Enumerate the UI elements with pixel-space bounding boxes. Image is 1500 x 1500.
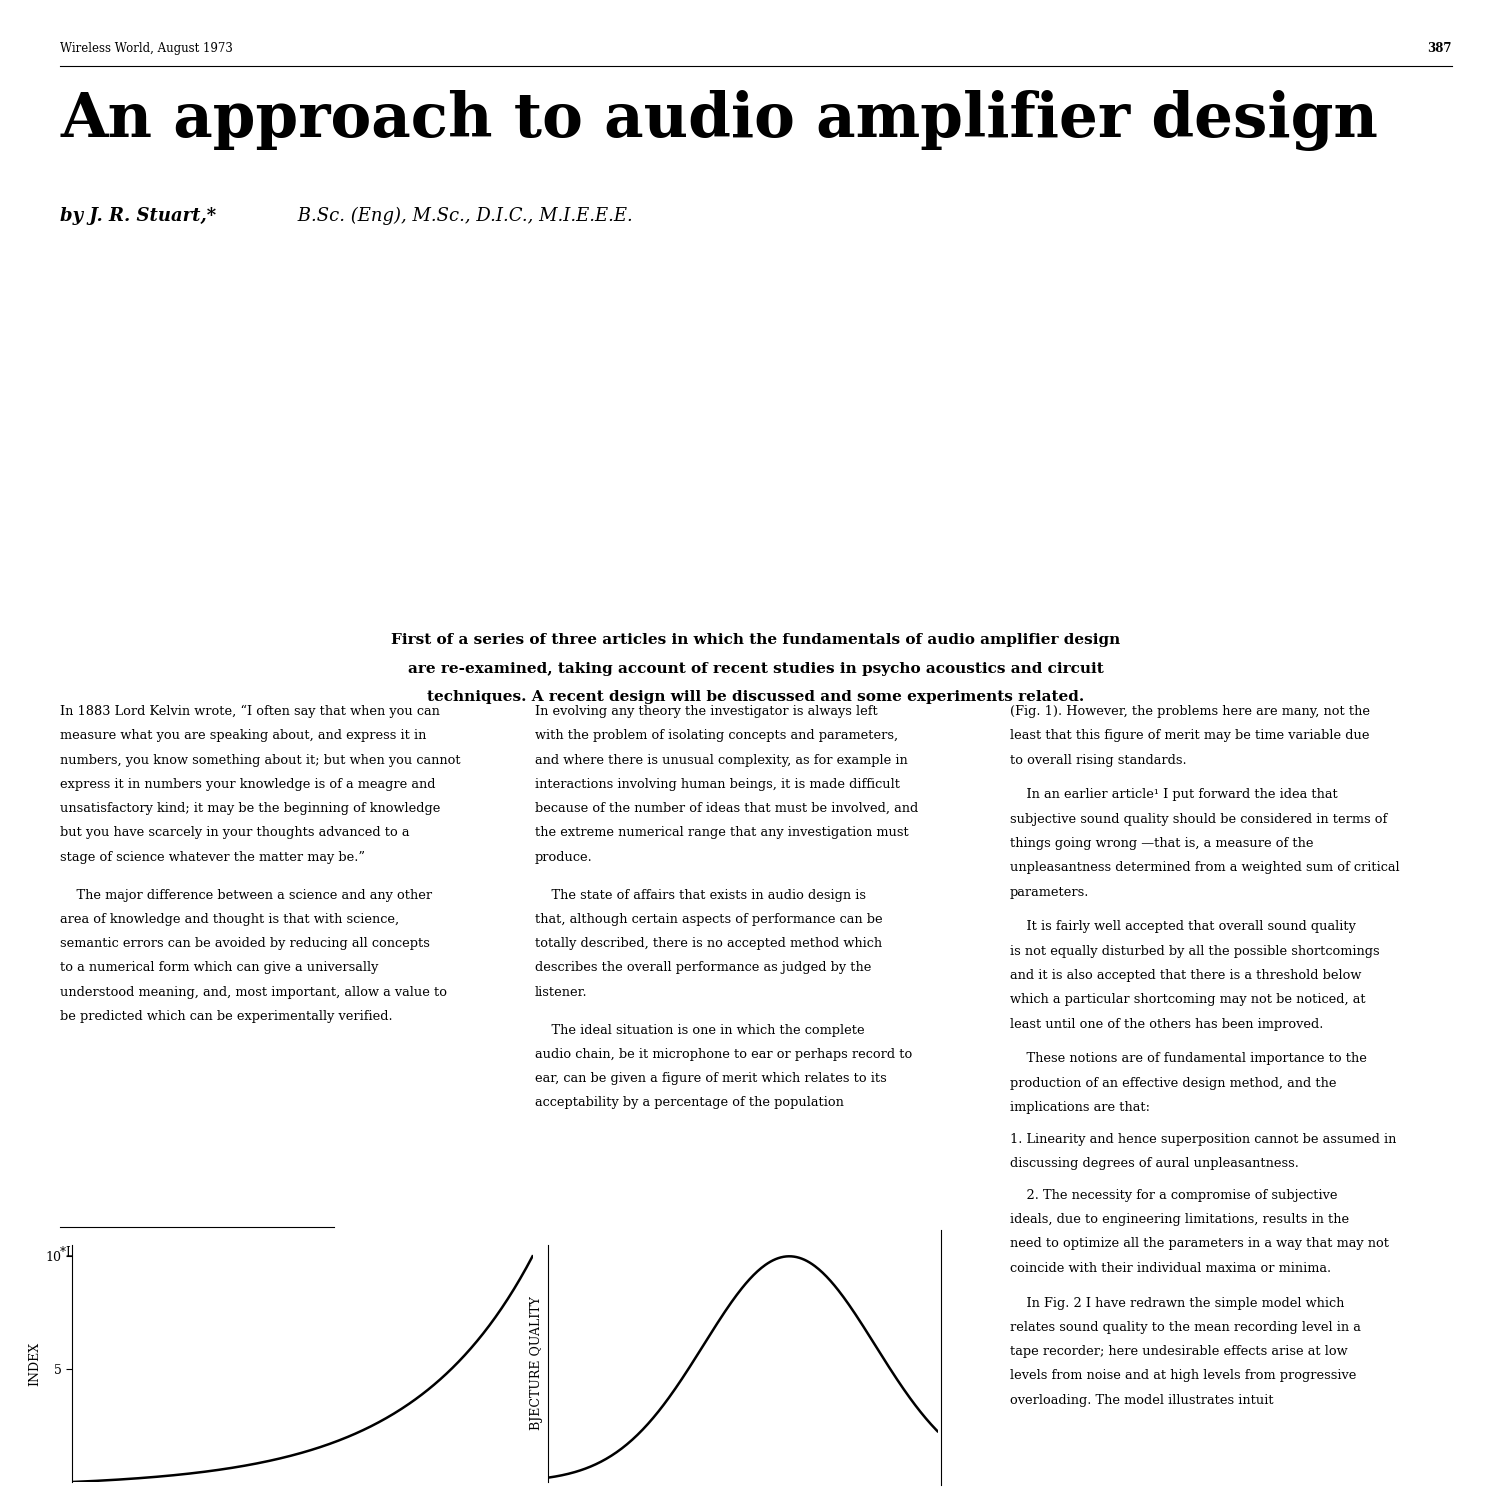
Text: which a particular shortcoming may not be noticed, at: which a particular shortcoming may not b… [1010,993,1365,1006]
Text: ideals, due to engineering limitations, results in the: ideals, due to engineering limitations, … [1010,1214,1348,1225]
Text: express it in numbers your knowledge is of a meagre and: express it in numbers your knowledge is … [60,778,435,790]
Text: are re-examined, taking account of recent studies in psycho acoustics and circui: are re-examined, taking account of recen… [408,662,1104,675]
Text: understood meaning, and, most important, allow a value to: understood meaning, and, most important,… [60,986,447,999]
Text: 2. The necessity for a compromise of subjective: 2. The necessity for a compromise of sub… [1010,1190,1338,1202]
Text: It is fairly well accepted that overall sound quality: It is fairly well accepted that overall … [1010,921,1356,933]
Text: with the problem of isolating concepts and parameters,: with the problem of isolating concepts a… [536,729,898,742]
Text: measure what you are speaking about, and express it in: measure what you are speaking about, and… [60,729,426,742]
Text: and it is also accepted that there is a threshold below: and it is also accepted that there is a … [1010,969,1362,982]
Text: and where there is unusual complexity, as for example in: and where there is unusual complexity, a… [536,753,908,766]
Text: but you have scarcely in your thoughts advanced to a: but you have scarcely in your thoughts a… [60,827,410,840]
Text: be predicted which can be experimentally verified.: be predicted which can be experimentally… [60,1010,393,1023]
Text: unsatisfactory kind; it may be the beginning of knowledge: unsatisfactory kind; it may be the begin… [60,802,441,814]
Text: First of a series of three articles in which the fundamentals of audio amplifier: First of a series of three articles in w… [392,633,1120,646]
Text: coincide with their individual maxima or minima.: coincide with their individual maxima or… [1010,1262,1330,1275]
Text: relates sound quality to the mean recording level in a: relates sound quality to the mean record… [1010,1322,1360,1334]
Text: by J. R. Stuart,*: by J. R. Stuart,* [60,207,216,225]
Text: Wireless World, August 1973: Wireless World, August 1973 [60,42,232,56]
Text: that, although certain aspects of performance can be: that, although certain aspects of perfor… [536,914,882,926]
Text: because of the number of ideas that must be involved, and: because of the number of ideas that must… [536,802,918,814]
Text: listener.: listener. [536,986,588,999]
Text: B.Sc. (Eng), M.Sc., D.I.C., M.I.E.E.E.: B.Sc. (Eng), M.Sc., D.I.C., M.I.E.E.E. [292,207,633,225]
Text: least that this figure of merit may be time variable due: least that this figure of merit may be t… [1010,729,1370,742]
Text: production of an effective design method, and the: production of an effective design method… [1010,1077,1336,1089]
Y-axis label: BJECTURE QUALITY: BJECTURE QUALITY [531,1296,543,1431]
Text: semantic errors can be avoided by reducing all concepts: semantic errors can be avoided by reduci… [60,938,430,950]
Text: is not equally disturbed by all the possible shortcomings: is not equally disturbed by all the poss… [1010,945,1380,957]
Text: In 1883 Lord Kelvin wrote, “I often say that when you can: In 1883 Lord Kelvin wrote, “I often say … [60,705,440,718]
Text: An approach to audio amplifier design: An approach to audio amplifier design [60,90,1378,152]
Text: 1. Linearity and hence superposition cannot be assumed in: 1. Linearity and hence superposition can… [1010,1132,1396,1146]
Text: least until one of the others has been improved.: least until one of the others has been i… [1010,1017,1323,1031]
Text: In Fig. 2 I have redrawn the simple model which: In Fig. 2 I have redrawn the simple mode… [1010,1296,1344,1310]
Text: need to optimize all the parameters in a way that may not: need to optimize all the parameters in a… [1010,1238,1389,1251]
Text: stage of science whatever the matter may be.”: stage of science whatever the matter may… [60,850,364,864]
Text: acceptability by a percentage of the population: acceptability by a percentage of the pop… [536,1096,844,1110]
Text: ear, can be given a figure of merit which relates to its: ear, can be given a figure of merit whic… [536,1072,886,1084]
Text: These notions are of fundamental importance to the: These notions are of fundamental importa… [1010,1053,1366,1065]
Text: subjective sound quality should be considered in terms of: subjective sound quality should be consi… [1010,813,1388,825]
Text: produce.: produce. [536,850,592,864]
Text: discussing degrees of aural unpleasantness.: discussing degrees of aural unpleasantne… [1010,1156,1299,1170]
Text: to overall rising standards.: to overall rising standards. [1010,753,1186,766]
Text: totally described, there is no accepted method which: totally described, there is no accepted … [536,938,882,950]
Text: tape recorder; here undesirable effects arise at low: tape recorder; here undesirable effects … [1010,1346,1347,1358]
Y-axis label: INDEX: INDEX [28,1341,42,1386]
Text: In evolving any theory the investigator is always left: In evolving any theory the investigator … [536,705,878,718]
Text: techniques. A recent design will be discussed and some experiments related.: techniques. A recent design will be disc… [427,690,1084,703]
Text: audio chain, be it microphone to ear or perhaps record to: audio chain, be it microphone to ear or … [536,1048,912,1060]
Text: interactions involving human beings, it is made difficult: interactions involving human beings, it … [536,778,900,790]
Text: parameters.: parameters. [1010,885,1089,898]
Text: 387: 387 [1428,42,1452,56]
Text: describes the overall performance as judged by the: describes the overall performance as jud… [536,962,872,975]
Text: things going wrong —that is, a measure of the: things going wrong —that is, a measure o… [1010,837,1314,850]
Text: unpleasantness determined from a weighted sum of critical: unpleasantness determined from a weighte… [1010,861,1400,874]
Text: numbers, you know something about it; but when you cannot: numbers, you know something about it; bu… [60,753,460,766]
Text: The ideal situation is one in which the complete: The ideal situation is one in which the … [536,1023,864,1036]
Text: implications are that:: implications are that: [1010,1101,1150,1114]
Text: The major difference between a science and any other: The major difference between a science a… [60,888,432,902]
Text: area of knowledge and thought is that with science,: area of knowledge and thought is that wi… [60,914,399,926]
Text: The state of affairs that exists in audio design is: The state of affairs that exists in audi… [536,888,866,902]
Text: (Fig. 1). However, the problems here are many, not the: (Fig. 1). However, the problems here are… [1010,705,1370,718]
Text: the extreme numerical range that any investigation must: the extreme numerical range that any inv… [536,827,909,840]
Text: overloading. The model illustrates intuit: overloading. The model illustrates intui… [1010,1394,1274,1407]
Text: to a numerical form which can give a universally: to a numerical form which can give a uni… [60,962,378,975]
Text: In an earlier article¹ I put forward the idea that: In an earlier article¹ I put forward the… [1010,789,1338,801]
Text: levels from noise and at high levels from progressive: levels from noise and at high levels fro… [1010,1370,1356,1383]
Text: *Lecson Audio Ltd.   www.keith-snook.info: *Lecson Audio Ltd. www.keith-snook.info [60,1246,312,1260]
